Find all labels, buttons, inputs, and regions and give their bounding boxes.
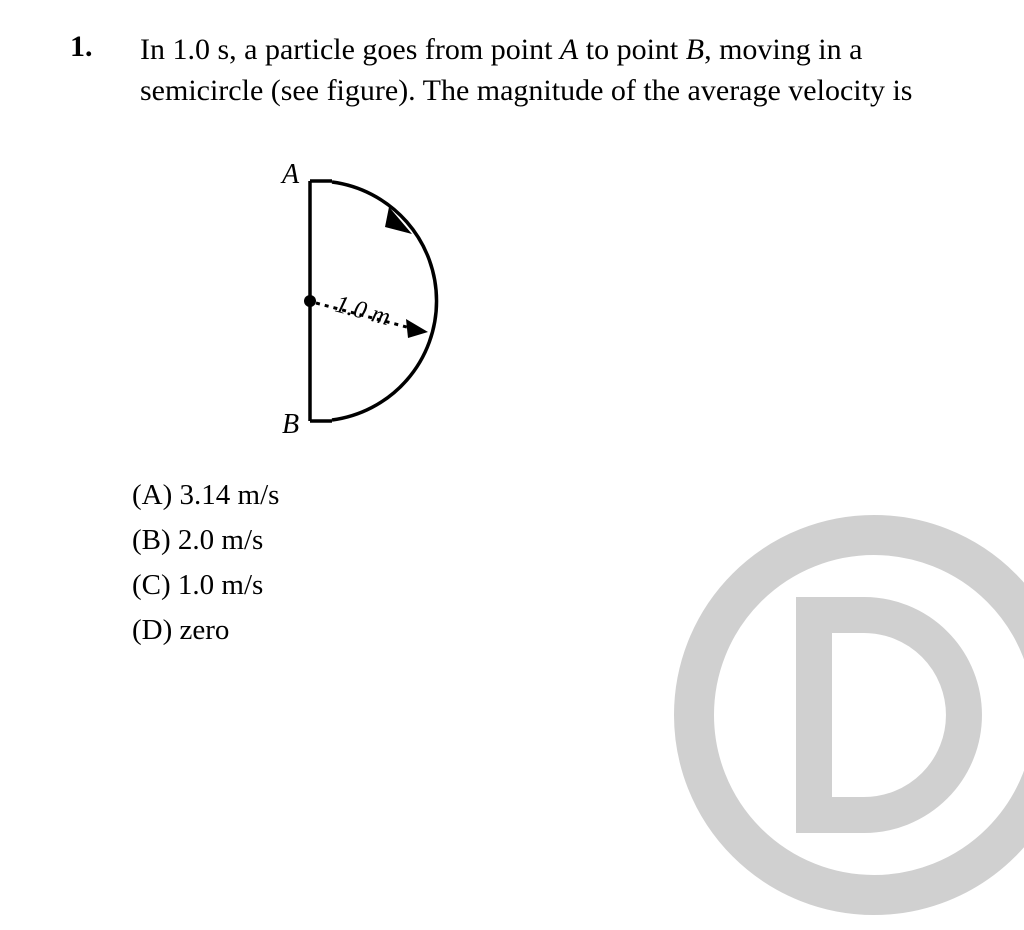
watermark-svg — [664, 505, 1024, 925]
question-number: 1. — [70, 30, 100, 653]
text-part1: In 1.0 s, a particle goes from point — [140, 33, 560, 66]
center-dot — [304, 295, 316, 307]
text-part2: to point — [578, 33, 686, 66]
point-b-label: B — [686, 33, 704, 66]
figure-label-b: B — [282, 409, 299, 440]
semicircle-figure: A B 1.0 m — [240, 141, 500, 461]
point-a-label: A — [560, 33, 578, 66]
radius-arrowhead — [406, 319, 428, 338]
question-text: In 1.0 s, a particle goes from point A t… — [140, 30, 944, 111]
watermark-logo — [664, 505, 1024, 930]
figure-label-a: A — [280, 159, 300, 190]
watermark-d-shape — [814, 615, 964, 815]
figure-svg: A B 1.0 m — [240, 141, 500, 461]
radius-label: 1.0 m — [332, 291, 393, 331]
